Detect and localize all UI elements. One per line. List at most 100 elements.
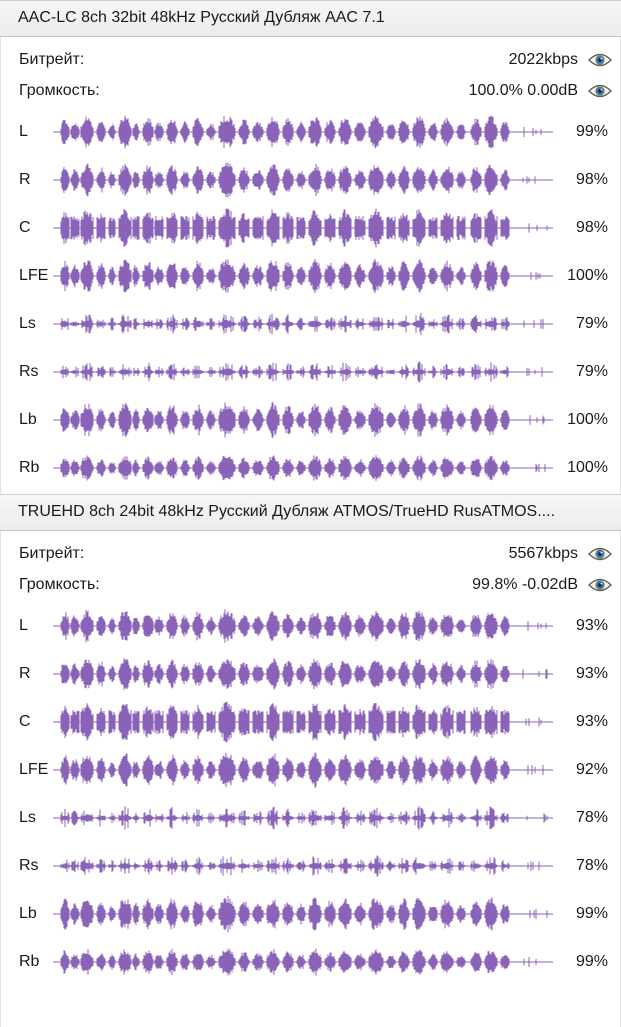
channel-name: Ls <box>19 809 36 826</box>
channel-name: Rb <box>19 953 40 970</box>
channel-row: Ls 79% <box>1 300 620 348</box>
channel-row: R 93% <box>1 650 620 698</box>
channel-percent: 100% <box>567 459 608 476</box>
channel-name: LFE <box>19 761 49 778</box>
bitrate-row: Битрейт: 2022kbps <box>19 47 612 73</box>
waveform-path <box>60 806 548 830</box>
channel-waveform <box>53 455 553 481</box>
eye-icon[interactable] <box>588 575 612 595</box>
waveform-path <box>57 208 548 248</box>
eye-icon[interactable] <box>588 544 612 564</box>
waveform-path <box>60 402 545 438</box>
bitrate-label: Битрейт: <box>19 51 85 68</box>
channel-name: Rs <box>19 363 39 380</box>
channel-waveform <box>53 162 553 198</box>
channel-name: C <box>19 219 31 236</box>
waveform-path <box>60 361 543 383</box>
channel-row: C 98% <box>1 204 620 252</box>
channel-percent: 79% <box>575 315 608 332</box>
channel-name: C <box>19 713 31 730</box>
track-title[interactable]: TRUEHD 8ch 24bit 48kHz Русский Дубляж AT… <box>0 494 621 531</box>
channel-row: Lb 99% <box>1 890 620 938</box>
waveform-path <box>60 115 542 149</box>
waveform-path <box>57 701 542 743</box>
channel-name: R <box>19 171 31 188</box>
channel-percent: 93% <box>575 617 608 634</box>
volume-label: Громкость: <box>19 82 100 99</box>
channel-name: Ls <box>19 315 36 332</box>
channel-name: LFE <box>19 267 49 284</box>
channel-percent: 99% <box>575 953 608 970</box>
channel-row: Lb 100% <box>1 396 620 444</box>
channel-percent: 79% <box>575 363 608 380</box>
channel-percent: 98% <box>575 219 608 236</box>
channel-name: L <box>19 617 28 634</box>
waveform-path <box>60 948 537 976</box>
channel-percent: 99% <box>575 123 608 140</box>
channel-row: R 98% <box>1 156 620 204</box>
channel-percent: 98% <box>575 171 608 188</box>
waveform-path <box>60 258 541 294</box>
channel-waveform <box>53 609 553 643</box>
waveform-path <box>60 855 540 877</box>
channel-row: Rb 100% <box>1 444 620 492</box>
channel-row: L 99% <box>1 108 620 156</box>
channel-row: LFE 92% <box>1 746 620 794</box>
bitrate-value: 2022kbps <box>508 51 578 68</box>
channel-waveform <box>53 701 553 743</box>
waveform-path <box>60 658 548 690</box>
channel-name: R <box>19 665 31 682</box>
channel-percent: 99% <box>575 905 608 922</box>
channel-row: C 93% <box>1 698 620 746</box>
channel-row: Rb 99% <box>1 938 620 986</box>
channel-percent: 93% <box>575 665 608 682</box>
waveform-path <box>60 752 544 788</box>
channel-row: Rs 79% <box>1 348 620 396</box>
audio-track: AAC-LC 8ch 32bit 48kHz Русский Дубляж AA… <box>0 0 621 494</box>
track-body: Битрейт: 5567kbps Громкость: 99.8% -0.02dB L… <box>0 531 621 1027</box>
channel-name: L <box>19 123 28 140</box>
channel-waveform <box>53 806 553 830</box>
volume-value: 100.0% 0.00dB <box>468 82 578 99</box>
volume-label: Громкость: <box>19 576 100 593</box>
channel-waveform <box>53 402 553 438</box>
eye-icon[interactable] <box>588 50 612 70</box>
channel-row: Ls 78% <box>1 794 620 842</box>
channel-percent: 92% <box>575 761 608 778</box>
channel-row: LFE 100% <box>1 252 620 300</box>
eye-icon[interactable] <box>588 81 612 101</box>
channel-row: L 93% <box>1 602 620 650</box>
waveform-path <box>60 895 548 933</box>
track-body: Битрейт: 2022kbps Громкость: 100.0% 0.00dB L… <box>0 37 621 494</box>
channel-row: Rs 78% <box>1 842 620 890</box>
waveform-path <box>60 455 546 481</box>
volume-row: Громкость: 99.8% -0.02dB <box>19 572 612 598</box>
bitrate-row: Битрейт: 5567kbps <box>19 541 612 567</box>
channel-waveform <box>53 658 553 690</box>
waveform-path <box>60 313 544 335</box>
channel-waveform <box>53 948 553 976</box>
channel-waveform <box>53 115 553 149</box>
channel-waveform <box>53 313 553 335</box>
channel-percent: 78% <box>575 857 608 874</box>
bitrate-label: Битрейт: <box>19 545 85 562</box>
channel-waveform <box>53 361 553 383</box>
channel-percent: 93% <box>575 713 608 730</box>
channel-waveform <box>53 895 553 933</box>
channel-waveform <box>53 258 553 294</box>
channel-name: Lb <box>19 905 37 922</box>
track-title[interactable]: AAC-LC 8ch 32bit 48kHz Русский Дубляж AA… <box>0 0 621 37</box>
channel-name: Rb <box>19 459 40 476</box>
waveform-path <box>60 609 547 643</box>
waveform-path <box>60 162 536 198</box>
volume-row: Громкость: 100.0% 0.00dB <box>19 78 612 104</box>
bitrate-value: 5567kbps <box>508 545 578 562</box>
channel-percent: 78% <box>575 809 608 826</box>
volume-value: 99.8% -0.02dB <box>472 576 578 593</box>
channel-name: Rs <box>19 857 39 874</box>
channel-waveform <box>53 208 553 248</box>
channel-percent: 100% <box>567 411 608 428</box>
channel-waveform <box>53 752 553 788</box>
channel-waveform <box>53 855 553 877</box>
channel-percent: 100% <box>567 267 608 284</box>
